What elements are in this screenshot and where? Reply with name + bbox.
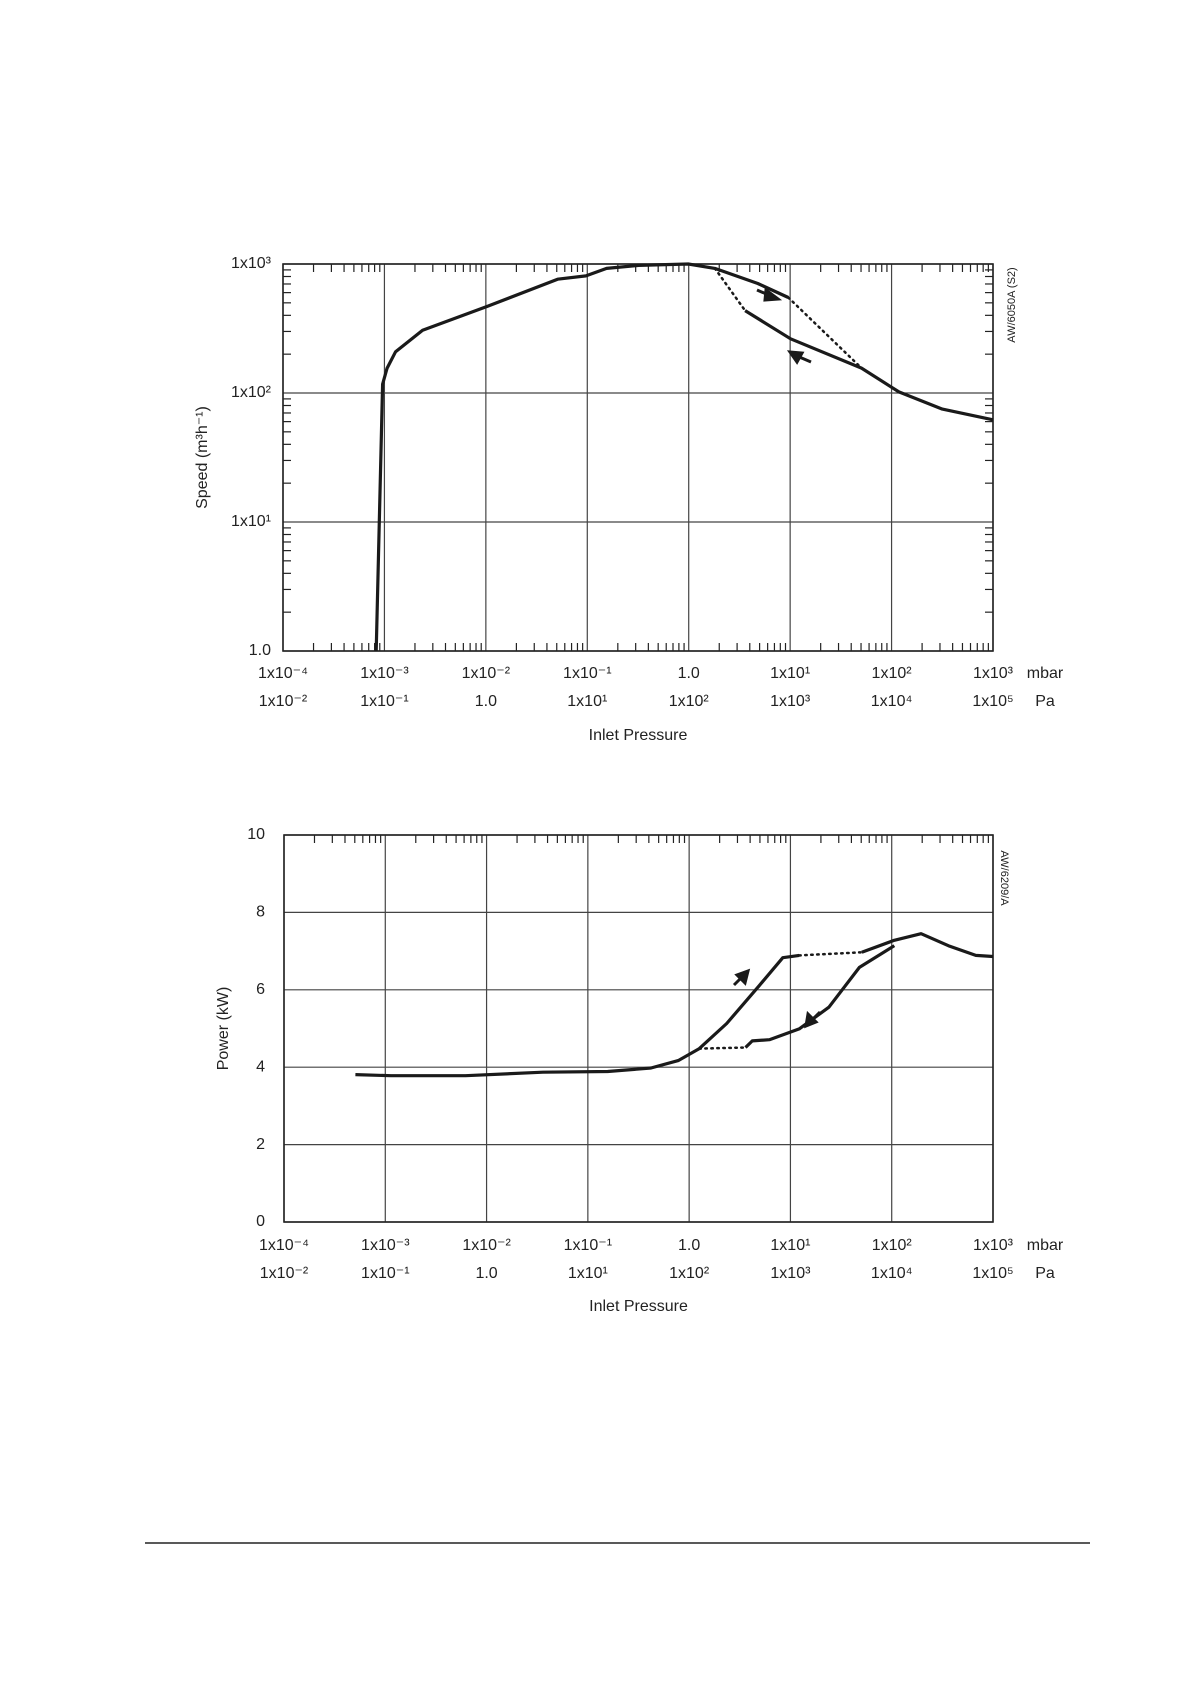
x2-tick-label: 1x10⁻² bbox=[260, 1265, 309, 1282]
x2-tick-label: 1.0 bbox=[475, 693, 497, 710]
arrow-head bbox=[763, 287, 783, 302]
x-tick-label: 1x10⁻³ bbox=[361, 1237, 410, 1254]
x2-tick-label: 1x10² bbox=[669, 693, 710, 710]
x-tick-label: 1.0 bbox=[678, 665, 700, 682]
x-tick-label: 1x10⁻² bbox=[462, 665, 511, 682]
x2-tick-label: 1x10⁴ bbox=[871, 693, 913, 710]
x2-tick-label: 1x10³ bbox=[770, 1265, 811, 1282]
y-tick-label: 8 bbox=[256, 904, 265, 921]
curve bbox=[713, 267, 747, 312]
x-tick-label: 1x10³ bbox=[973, 1237, 1014, 1254]
curve bbox=[861, 932, 994, 959]
y-tick-label: 4 bbox=[256, 1058, 265, 1075]
y-tick-label: 6 bbox=[256, 981, 265, 998]
x-tick-label: 1x10⁻⁴ bbox=[258, 665, 308, 682]
x-tick-label: 1x10² bbox=[872, 1237, 913, 1254]
curve bbox=[355, 953, 800, 1078]
x2-tick-label: 1x10⁵ bbox=[972, 693, 1013, 710]
arrow-head bbox=[804, 1010, 819, 1029]
x-unit: mbar bbox=[1027, 1237, 1064, 1254]
curve bbox=[374, 262, 789, 652]
x2-tick-label: 1x10¹ bbox=[568, 1265, 608, 1282]
x-tick-label: 1x10⁻⁴ bbox=[259, 1237, 309, 1254]
y-tick-label: 10 bbox=[247, 826, 265, 843]
x2-tick-label: 1x10⁻¹ bbox=[361, 1265, 409, 1282]
x2-tick-label: 1x10⁵ bbox=[972, 1265, 1013, 1282]
arrows bbox=[732, 287, 822, 1029]
charts: 1x10⁻⁴ 1x10⁻³ 1x10⁻² 1x10⁻¹ 1.0 1x10¹ 1x10² 1x1… bbox=[194, 255, 1064, 1315]
x2-tick-label: 1.0 bbox=[475, 1265, 497, 1282]
y-tick-label: 1.0 bbox=[249, 642, 271, 659]
x2-tick-label: 1x10⁻¹ bbox=[360, 693, 408, 710]
x-tick-label: 1x10⁻¹ bbox=[564, 1237, 612, 1254]
curve bbox=[744, 309, 994, 422]
x-tick-label: 1x10⁻² bbox=[462, 1237, 511, 1254]
x-tick-label: 1x10² bbox=[872, 665, 913, 682]
x-unit: mbar bbox=[1027, 665, 1064, 682]
arrow-head bbox=[734, 968, 751, 986]
curve bbox=[698, 1046, 747, 1050]
y-axis-title: Power (kW) bbox=[215, 987, 232, 1071]
x-tick-label: 1x10⁻¹ bbox=[563, 665, 611, 682]
curve bbox=[787, 296, 863, 370]
y-axis-title: Speed (m³h⁻¹) bbox=[194, 406, 211, 509]
plot-frame bbox=[283, 834, 994, 1223]
curve bbox=[797, 951, 864, 957]
x-tick-label: 1.0 bbox=[678, 1237, 700, 1254]
x2-tick-label: 1x10¹ bbox=[567, 693, 607, 710]
x-axis-title: Inlet Pressure bbox=[589, 727, 688, 744]
y-tick-label: 2 bbox=[256, 1136, 265, 1153]
x2-tick-label: 1x10⁴ bbox=[871, 1265, 913, 1282]
y-tick-label: 1x10³ bbox=[231, 255, 272, 272]
x-tick-label: 1x10⁻³ bbox=[360, 665, 409, 682]
x2-tick-label: 1x10⁻² bbox=[259, 693, 308, 710]
x2-unit: Pa bbox=[1035, 693, 1055, 710]
figure-code: AW/6209/A bbox=[998, 850, 1010, 906]
y-tick-label: 0 bbox=[256, 1213, 265, 1230]
y-tick-label: 1x10¹ bbox=[231, 513, 271, 530]
arrow-head bbox=[786, 350, 805, 365]
x-tick-label: 1x10³ bbox=[973, 665, 1014, 682]
x-axis-title: Inlet Pressure bbox=[589, 1298, 688, 1315]
y-tick-label: 1x10² bbox=[231, 384, 272, 401]
plot-frame bbox=[282, 263, 994, 652]
x-tick-label: 1x10¹ bbox=[770, 665, 810, 682]
x-tick-label: 1x10¹ bbox=[770, 1237, 810, 1254]
curve bbox=[744, 944, 896, 1049]
x2-unit: Pa bbox=[1035, 1265, 1055, 1282]
x2-tick-label: 1x10² bbox=[669, 1265, 710, 1282]
figure-code: AW/6050A (S2) bbox=[1006, 267, 1018, 342]
x2-tick-label: 1x10³ bbox=[770, 693, 811, 710]
